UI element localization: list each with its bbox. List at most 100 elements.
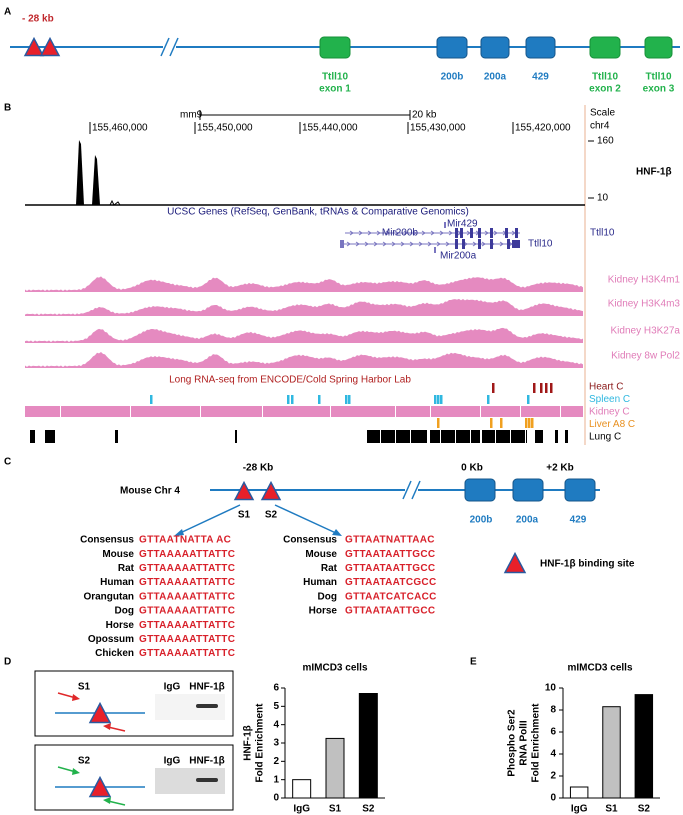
- pointer: [177, 504, 241, 535]
- lung-gap: [380, 430, 381, 443]
- bar: [358, 693, 378, 799]
- position-label: 155,460,000: [92, 123, 148, 134]
- liver-mark: [531, 418, 534, 428]
- exon-box: [644, 36, 673, 59]
- spleen-mark: [345, 395, 348, 404]
- kidney-gap: [480, 406, 481, 417]
- arrow-head: [103, 797, 111, 804]
- coordinate-label: +2 Kb: [546, 463, 574, 474]
- x-tick-label: IgG: [293, 804, 310, 815]
- sequence: GTTAATAATTGCC: [345, 606, 435, 617]
- exon: [340, 240, 344, 248]
- gene-label: Ttll10: [645, 72, 672, 83]
- chip-peak: [76, 140, 84, 205]
- species-name: Dog: [318, 591, 337, 602]
- x-tick-label: S1: [605, 804, 618, 815]
- lung-gap: [510, 430, 511, 443]
- y-axis-label: Fold Enrichment: [255, 703, 266, 783]
- chip-min: 10: [597, 193, 609, 204]
- lung-gap: [525, 430, 526, 443]
- chevron: [499, 241, 504, 247]
- kidney-gap: [395, 406, 396, 417]
- gene-label: Ttll10: [322, 72, 349, 83]
- exon: [462, 239, 465, 249]
- gene-name: Mir200b: [382, 228, 419, 239]
- pointer: [274, 504, 339, 535]
- binding-site: [88, 775, 112, 798]
- tissue-label: Lung C: [589, 432, 621, 443]
- panel-label: C: [4, 457, 11, 468]
- species-name: Opossum: [88, 634, 134, 645]
- signal-track-label: Kidney H3K4m3: [608, 299, 681, 310]
- spleen-mark: [487, 395, 490, 404]
- exon: [455, 228, 458, 238]
- x-tick-label: S1: [329, 804, 342, 815]
- lung-mark: [30, 430, 35, 443]
- lung-gap: [410, 430, 411, 443]
- gene-label: 200a: [516, 515, 539, 526]
- scale-length: 20 kb: [412, 110, 437, 121]
- species-name: Rat: [321, 563, 338, 574]
- sequence: GTTAATCATCACC: [345, 591, 437, 602]
- spleen-mark: [318, 395, 321, 404]
- legend-label: HNF-1β binding site: [540, 559, 635, 570]
- gene-label: 200b: [470, 515, 493, 526]
- chevron: [349, 230, 354, 236]
- exon: [507, 239, 510, 249]
- tissue-label: Spleen C: [589, 394, 630, 405]
- signal-track: [25, 327, 583, 343]
- scale-label: Scale: [590, 108, 615, 119]
- chevron: [391, 241, 396, 247]
- sequence: GTTAAAAATTATTC: [139, 563, 235, 574]
- chart-title: mIMCD3 cells: [302, 663, 367, 674]
- site-label: S1: [78, 682, 91, 693]
- bar: [325, 737, 345, 799]
- lung-mark: [45, 430, 55, 443]
- lane-label: IgG: [164, 756, 181, 767]
- gene-name: Mir200a: [440, 251, 477, 262]
- exon: [490, 239, 493, 249]
- exon-box: [589, 36, 621, 59]
- chevron: [376, 230, 381, 236]
- coordinate-label: 0 Kb: [461, 463, 483, 474]
- primer-arrow: [107, 726, 126, 732]
- lane-label: HNF-1β: [189, 756, 225, 767]
- y-axis-label: Fold Enrichment: [531, 703, 542, 783]
- binding-site: [233, 480, 255, 501]
- chromosome-label: chr4: [590, 121, 610, 132]
- y-tick-label: 4: [273, 719, 279, 730]
- gel-box: [34, 670, 234, 737]
- gene-label: 429: [570, 515, 587, 526]
- sequence: GTTAATNATTA AC: [139, 535, 231, 546]
- liver-mark: [528, 418, 531, 428]
- y-tick-label: 3: [273, 738, 279, 749]
- gene-label: 200b: [441, 72, 464, 83]
- bar: [602, 706, 621, 799]
- chevron: [493, 230, 498, 236]
- chevron: [445, 241, 450, 247]
- species-name: Dog: [115, 606, 134, 617]
- y-axis-label: HNF-1β: [243, 725, 254, 761]
- kidney-gap: [560, 406, 561, 417]
- chevron: [439, 230, 444, 236]
- binding-site: [88, 701, 112, 724]
- tissue-label: Liver A8 C: [589, 419, 635, 430]
- lung-mark: [535, 430, 543, 443]
- chevron: [358, 230, 363, 236]
- spleen-mark: [434, 395, 437, 404]
- sequence: GTTAAAAATTATTC: [139, 620, 235, 631]
- panel-label: B: [4, 103, 11, 114]
- gel-box: [34, 744, 234, 811]
- spleen-mark: [437, 395, 440, 404]
- chevron: [373, 241, 378, 247]
- gel-band: [196, 704, 218, 708]
- sequence: GTTAAAAATTATTC: [139, 577, 235, 588]
- lung-mark: [565, 430, 568, 443]
- exon: [512, 240, 520, 248]
- y-tick-label: 6: [550, 727, 556, 738]
- heart-mark: [540, 383, 543, 393]
- species-name: Rat: [118, 563, 135, 574]
- chip-max: 160: [597, 136, 614, 147]
- position-label: 155,450,000: [197, 123, 253, 134]
- chevron: [355, 241, 360, 247]
